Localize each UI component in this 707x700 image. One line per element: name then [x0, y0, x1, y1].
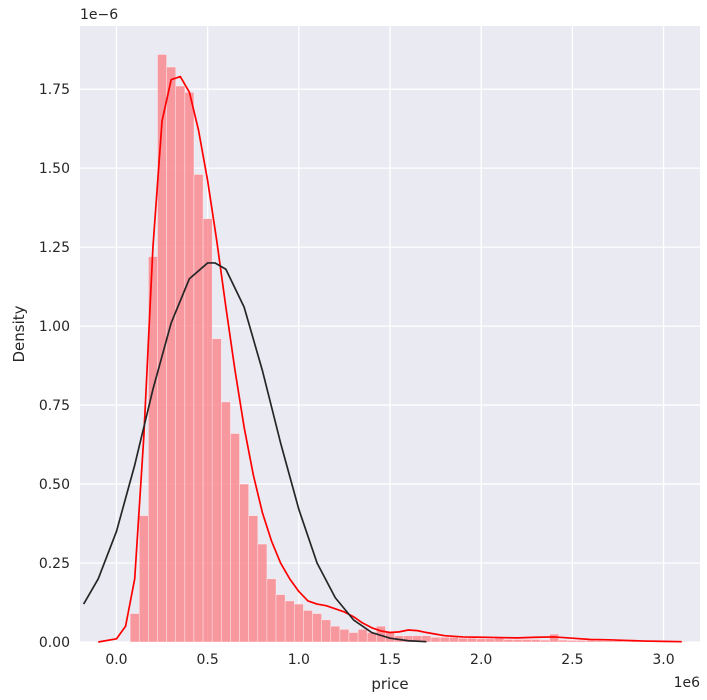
x-axis-label: price [371, 675, 408, 693]
histogram-bar [293, 603, 304, 643]
histogram-bar [485, 638, 496, 643]
x-tick-label: 2.5 [561, 652, 583, 668]
histogram-bar [567, 640, 578, 643]
y-offset-label: 1e−6 [80, 7, 118, 23]
histogram-bar [257, 543, 268, 643]
histogram-bar [430, 636, 441, 643]
histogram-bar [230, 433, 240, 643]
histogram-bar [521, 639, 532, 643]
y-tick-labels: 0.00 0.25 0.50 0.75 1.00 1.25 1.50 1.75 [39, 82, 70, 651]
histogram-bar [303, 610, 313, 643]
histogram-bar [266, 578, 277, 643]
histogram-bar [558, 639, 569, 643]
x-tick-label: 1.0 [288, 652, 310, 668]
histogram-bar [603, 640, 614, 643]
y-tick-label: 1.50 [39, 161, 70, 177]
histogram-bar [576, 640, 587, 643]
x-tick-labels: 0.0 0.5 1.0 1.5 2.0 2.5 3.0 [105, 652, 674, 668]
histogram-bar [157, 54, 167, 643]
histogram-bar [467, 637, 477, 643]
histogram-bar [439, 636, 450, 643]
histogram-bar [175, 85, 186, 643]
histogram-bar [531, 639, 541, 643]
y-axis-label: Density [10, 305, 28, 362]
histogram-bar [357, 629, 368, 643]
histogram-bar [211, 338, 222, 643]
y-tick-label: 0.75 [39, 398, 70, 414]
histogram-bar [184, 92, 195, 643]
x-tick-label: 2.0 [470, 652, 492, 668]
histogram-bar [549, 633, 559, 643]
histogram-bar [129, 613, 140, 643]
histogram-bar [166, 66, 177, 643]
y-tick-label: 0.25 [39, 556, 70, 572]
y-tick-label: 1.00 [39, 319, 70, 335]
histogram-bar [202, 218, 213, 643]
x-tick-label: 3.0 [652, 652, 674, 668]
histogram-bar [476, 638, 487, 643]
histogram-bar [503, 639, 514, 643]
histogram-bar [348, 632, 359, 643]
histogram-bar [540, 639, 550, 643]
histogram-bar [321, 619, 332, 643]
curve-lines [82, 75, 682, 643]
histogram-bar [239, 483, 249, 643]
x-tick-label: 0.5 [197, 652, 219, 668]
histogram-bar [248, 515, 259, 643]
histogram-bar [312, 613, 322, 643]
histogram-bar [585, 640, 596, 643]
y-tick-label: 0.50 [39, 477, 70, 493]
histogram-bar [512, 639, 523, 643]
histogram-bar [494, 637, 505, 643]
histogram-bar [221, 401, 231, 643]
y-tick-label: 1.75 [39, 82, 70, 98]
x-tick-label: 1.5 [379, 652, 401, 668]
histogram-bar [138, 515, 149, 643]
x-tick-label: 0.0 [105, 652, 127, 668]
x-offset-label: 1e6 [674, 675, 701, 691]
histogram-bar [284, 600, 295, 643]
histogram-bars [129, 54, 687, 643]
histogram-bar [339, 629, 350, 643]
histogram-bar [448, 636, 459, 643]
histogram-bar [594, 640, 605, 643]
y-tick-label: 0.00 [39, 635, 70, 651]
histogram-bar [193, 174, 204, 643]
y-tick-label: 1.25 [39, 240, 70, 256]
histogram-bar [275, 594, 286, 643]
curve-line-1 [82, 262, 427, 643]
histogram-bar [330, 625, 341, 643]
histogram-bar [458, 637, 468, 643]
curve-line-0 [98, 75, 682, 643]
